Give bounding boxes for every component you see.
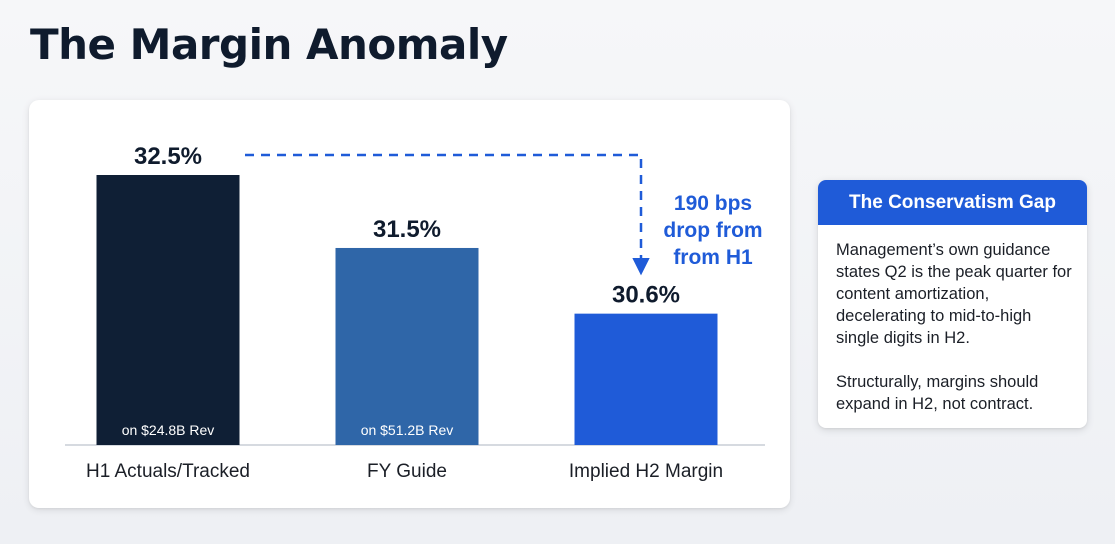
page-title: The Margin Anomaly <box>30 20 508 69</box>
callout-paragraph-structural: Structurally, margins should expand in H… <box>836 373 1039 413</box>
bar-fy-guide <box>335 247 479 445</box>
bar-annotation-h1-actuals-tracked: on $24.8B Rev <box>122 422 215 438</box>
drop-annotation-line: from H1 <box>673 246 753 269</box>
drop-annotation-line: 190 bps <box>674 192 752 215</box>
bar-annotation-fy-guide: on $51.2B Rev <box>361 422 454 438</box>
category-label-implied-h2-margin: Implied H2 Margin <box>569 461 723 482</box>
callout-header: The Conservatism Gap <box>818 180 1087 225</box>
value-label-implied-h2-margin: 30.6% <box>612 282 680 309</box>
value-label-h1-actuals-tracked: 32.5% <box>134 143 202 170</box>
conservatism-gap-callout: The Conservatism Gap Management’s own gu… <box>818 180 1087 428</box>
category-label-h1-actuals-tracked: H1 Actuals/Tracked <box>86 461 250 482</box>
bar-h1-actuals-tracked <box>96 175 240 445</box>
callout-body: Management’s own guidance states Q2 is t… <box>818 225 1087 425</box>
drop-arrow <box>245 153 650 276</box>
chart-card: 32.5% on $24.8B Rev H1 Actuals/Tracked 31.5… <box>29 100 790 508</box>
margin-bar-chart: 32.5% on $24.8B Rev H1 Actuals/Tracked 31.5… <box>65 143 765 482</box>
drop-annotation-line: drop from <box>663 219 762 242</box>
category-label-fy-guide: FY Guide <box>367 461 447 482</box>
value-label-fy-guide: 31.5% <box>373 216 441 243</box>
bar-implied-h2-margin <box>574 313 718 445</box>
callout-paragraph-guidance: Management’s own guidance states Q2 is t… <box>836 241 1072 347</box>
